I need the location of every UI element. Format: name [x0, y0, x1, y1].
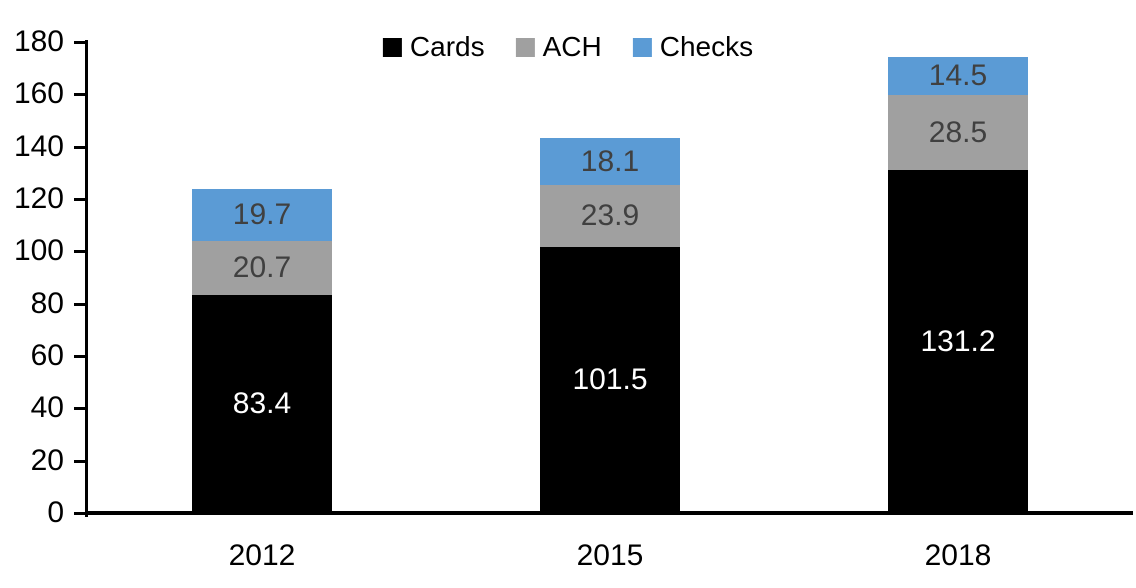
- chart-legend: Cards ACH Checks: [382, 31, 754, 62]
- legend-label: Checks: [659, 31, 754, 62]
- y-axis-tick: [74, 93, 85, 96]
- bar-segment-value-label: 19.7: [232, 198, 292, 231]
- bar-segment-value-label: 83.4: [232, 387, 292, 420]
- y-axis-tick-label: 180: [13, 25, 64, 58]
- legend-swatch-icon: [632, 37, 652, 57]
- legend-item-checks: Checks: [632, 31, 754, 62]
- y-axis-tick: [74, 460, 85, 463]
- bar-segment-checks: 18.1: [540, 138, 680, 185]
- x-axis-category-label: 2018: [924, 539, 992, 572]
- y-axis-tick-label: 140: [13, 130, 64, 163]
- y-axis-tick-label: 100: [13, 234, 64, 267]
- legend-item-cards: Cards: [382, 31, 485, 62]
- bar-segment-value-label: 14.5: [928, 59, 988, 92]
- y-axis-tick-label: 0: [47, 496, 64, 529]
- bar-segment-value-label: 18.1: [580, 144, 640, 178]
- y-axis-tick: [74, 355, 85, 358]
- y-axis-tick: [74, 198, 85, 201]
- x-axis-category-label: 2015: [576, 539, 644, 572]
- bar-segment-cards: 83.4: [192, 295, 332, 513]
- y-axis-tick: [74, 146, 85, 149]
- y-axis-tick: [74, 303, 85, 306]
- legend-label: ACH: [542, 31, 602, 62]
- y-axis-tick: [74, 250, 85, 253]
- y-axis-tick-label: 120: [13, 182, 64, 215]
- x-axis-line: [85, 511, 1133, 515]
- bar-segment-ach: 28.5: [888, 95, 1028, 170]
- bar-segment-value-label: 28.5: [928, 115, 988, 149]
- y-axis-tick: [74, 407, 85, 410]
- legend-item-ach: ACH: [515, 31, 602, 62]
- y-axis-tick-label: 20: [30, 444, 64, 477]
- y-axis-tick-label: 160: [13, 77, 64, 110]
- bar-segment-checks: 14.5: [888, 57, 1028, 95]
- bar-segment-cards: 131.2: [888, 170, 1028, 513]
- y-axis-tick: [74, 41, 85, 44]
- legend-swatch-icon: [515, 37, 535, 57]
- bar-segment-ach: 20.7: [192, 241, 332, 295]
- bar-segment-cards: 101.5: [540, 247, 680, 513]
- bar-segment-value-label: 20.7: [232, 251, 292, 284]
- legend-swatch-icon: [382, 37, 402, 57]
- bar-segment-value-label: 131.2: [920, 324, 996, 358]
- bar-segment-checks: 19.7: [192, 189, 332, 241]
- y-axis-tick-label: 80: [30, 287, 64, 320]
- bar-segment-value-label: 101.5: [572, 363, 648, 396]
- y-axis-tick: [74, 512, 85, 515]
- y-axis-line: [85, 40, 88, 517]
- y-axis-tick-label: 60: [30, 339, 64, 372]
- x-axis-category-label: 2012: [228, 539, 296, 572]
- legend-label: Cards: [409, 31, 485, 62]
- bar-segment-value-label: 23.9: [580, 199, 640, 232]
- bar-segment-ach: 23.9: [540, 185, 680, 247]
- y-axis-tick-label: 40: [30, 391, 64, 424]
